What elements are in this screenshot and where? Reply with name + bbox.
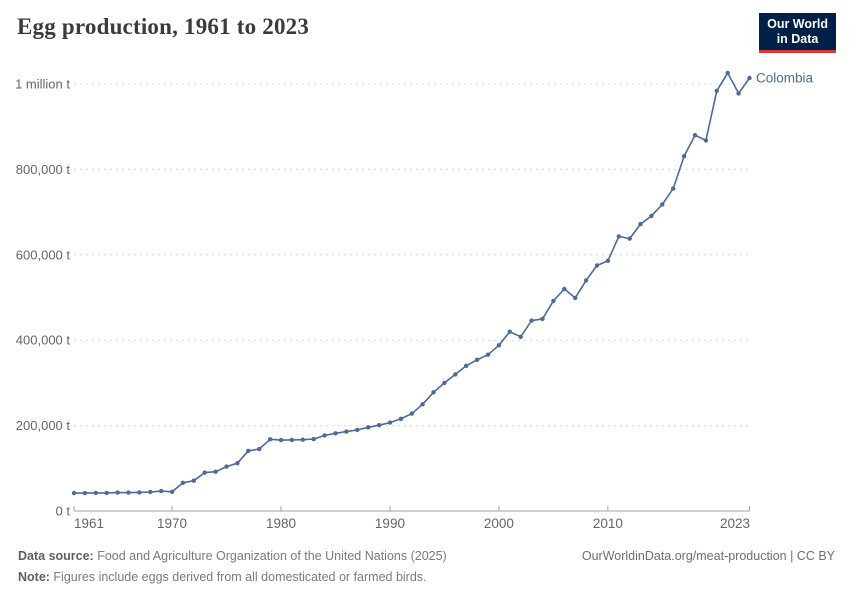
chart-footer: Data source: Food and Agriculture Organi… <box>18 546 835 588</box>
data-point[interactable] <box>562 286 567 292</box>
data-point[interactable] <box>169 489 175 494</box>
data-point[interactable] <box>82 490 88 496</box>
series-end-label[interactable]: Colombia <box>756 71 814 86</box>
data-point[interactable] <box>257 446 262 452</box>
y-axis-tick-label: 400,000 t <box>16 333 71 348</box>
y-axis-tick-label: 800,000 t <box>16 162 71 177</box>
data-point[interactable] <box>649 213 654 219</box>
data-point[interactable] <box>311 436 316 442</box>
data-point[interactable] <box>616 234 621 239</box>
data-point[interactable] <box>300 437 305 442</box>
data-point[interactable] <box>126 490 131 495</box>
data-point[interactable] <box>213 469 218 474</box>
data-point[interactable] <box>387 420 393 425</box>
data-point[interactable] <box>583 278 589 283</box>
data-point[interactable] <box>409 411 414 416</box>
data-point[interactable] <box>692 133 698 138</box>
datasource-line: Data source: Food and Agriculture Organi… <box>18 546 447 567</box>
data-point[interactable] <box>660 202 665 207</box>
footer-notes: Data source: Food and Agriculture Organi… <box>18 546 447 588</box>
x-axis-tick-label: 1980 <box>266 516 296 531</box>
data-point[interactable] <box>355 427 360 433</box>
data-point[interactable] <box>376 423 382 428</box>
data-point[interactable] <box>442 380 447 386</box>
data-point[interactable] <box>725 70 730 76</box>
data-point[interactable] <box>518 334 523 339</box>
y-axis-tick-label: 200,000 t <box>16 418 71 433</box>
y-axis-tick-label: 0 t <box>56 504 71 519</box>
owid-logo[interactable]: Our World in Data <box>759 13 836 53</box>
data-point[interactable] <box>464 363 469 368</box>
data-point[interactable] <box>671 186 676 191</box>
data-point[interactable] <box>366 425 371 430</box>
data-point[interactable] <box>714 88 719 93</box>
data-point[interactable] <box>453 372 458 377</box>
data-point[interactable] <box>224 464 229 469</box>
x-axis-tick-label: 2010 <box>593 516 623 531</box>
note-label: Note: <box>18 570 50 584</box>
data-point[interactable] <box>529 318 534 323</box>
data-point[interactable] <box>71 490 77 496</box>
note-text: Figures include eggs derived from all do… <box>49 570 427 584</box>
x-axis: 1961 1970 1980 1990 2000 2010 2023 <box>73 506 750 531</box>
data-point[interactable] <box>104 490 109 496</box>
data-point[interactable] <box>573 295 578 301</box>
data-point[interactable] <box>605 258 611 263</box>
data-point[interactable] <box>333 431 338 436</box>
data-point[interactable] <box>322 433 327 438</box>
data-point[interactable] <box>246 448 251 453</box>
data-point[interactable] <box>93 490 99 496</box>
data-point[interactable] <box>115 490 120 495</box>
chart-area[interactable]: 0 t 200,000 t 400,000 t 600,000 t 800,000 t 1… <box>0 60 850 540</box>
data-point[interactable] <box>703 138 709 143</box>
data-point[interactable] <box>485 352 491 357</box>
data-point[interactable] <box>235 461 240 466</box>
data-point[interactable] <box>507 329 512 334</box>
owid-logo-line2: in Data <box>776 32 819 46</box>
datasource-label: Data source: <box>18 549 94 563</box>
owid-logo-line1: Our World <box>767 17 828 31</box>
page-title: Egg production, 1961 to 2023 <box>17 14 310 39</box>
data-point[interactable] <box>344 429 349 434</box>
data-point[interactable] <box>420 402 425 407</box>
data-point[interactable] <box>747 75 752 81</box>
data-point[interactable] <box>594 263 600 268</box>
x-axis-tick-label: 1961 <box>74 516 104 531</box>
data-point[interactable] <box>551 298 556 304</box>
y-axis-tick-label: 1 million t <box>15 77 70 92</box>
note-line: Note: Figures include eggs derived from … <box>18 567 447 588</box>
gridlines: 0 t 200,000 t 400,000 t 600,000 t 800,000 t 1… <box>15 77 750 519</box>
data-point[interactable] <box>398 416 404 421</box>
x-axis-tick-label: 2023 <box>720 516 750 531</box>
data-point[interactable] <box>736 91 741 96</box>
data-point[interactable] <box>180 480 186 485</box>
x-axis-tick-label: 1990 <box>375 516 405 531</box>
data-point[interactable] <box>289 437 295 443</box>
data-point[interactable] <box>627 236 632 241</box>
series-colombia[interactable]: Colombia <box>71 70 814 496</box>
data-point[interactable] <box>202 470 207 475</box>
footer-link[interactable]: OurWorldinData.org/meat-production | CC … <box>581 549 835 563</box>
data-point[interactable] <box>159 488 164 494</box>
data-point[interactable] <box>540 316 545 322</box>
x-axis-tick-label: 2000 <box>484 516 514 531</box>
line-series[interactable] <box>73 72 751 494</box>
data-point[interactable] <box>681 154 687 159</box>
data-point[interactable] <box>267 437 273 442</box>
y-axis-tick-label: 600,000 t <box>16 247 71 262</box>
datasource-text: Food and Agriculture Organization of the… <box>93 549 447 563</box>
data-point[interactable] <box>278 437 284 443</box>
data-point[interactable] <box>148 489 153 495</box>
data-point[interactable] <box>191 478 196 483</box>
data-point[interactable] <box>496 343 502 348</box>
data-point[interactable] <box>431 390 436 395</box>
x-axis-tick-label: 1970 <box>157 516 187 531</box>
data-point[interactable] <box>474 357 480 362</box>
data-point[interactable] <box>137 490 142 495</box>
data-point[interactable] <box>638 221 643 227</box>
